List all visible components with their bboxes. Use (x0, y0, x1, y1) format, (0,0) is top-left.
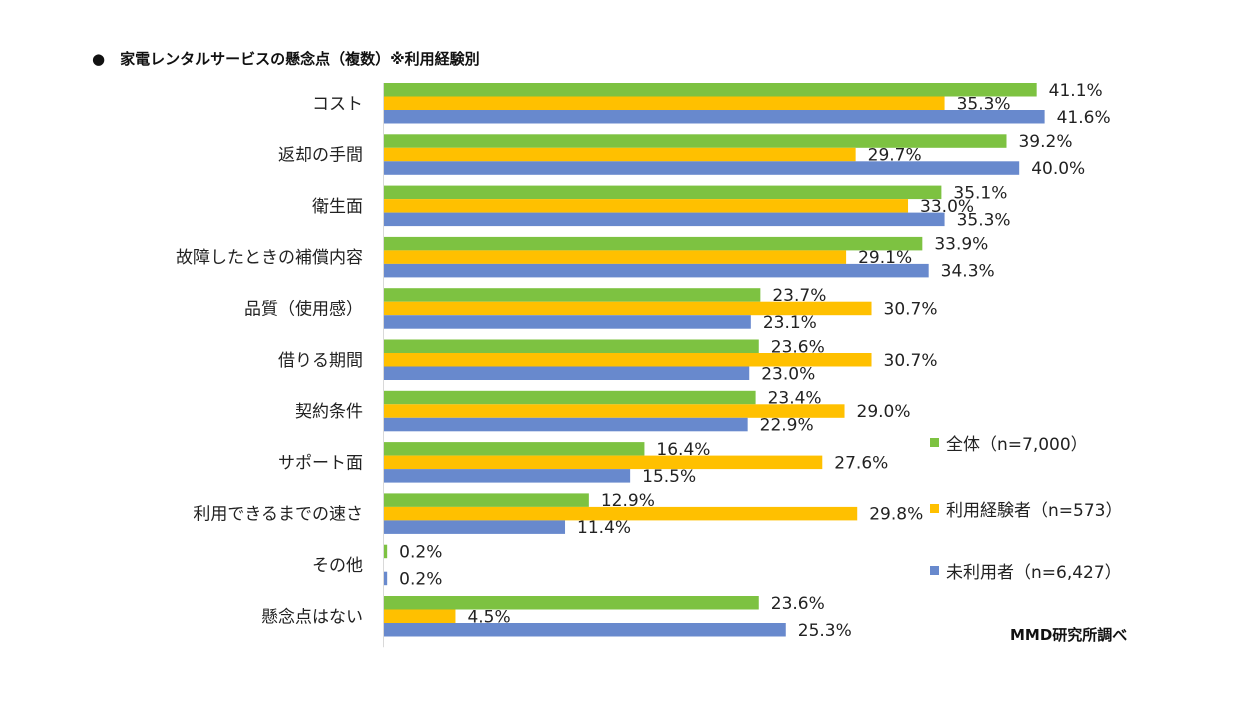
data-label: 34.3% (941, 262, 995, 282)
bar (384, 301, 872, 316)
data-label: 16.4% (656, 440, 710, 460)
data-label: 23.7% (772, 286, 826, 306)
data-label: 33.0% (920, 197, 974, 217)
category-label: コスト (312, 94, 363, 114)
category-label: 品質（使用感） (244, 298, 363, 319)
data-label: 41.6% (1057, 108, 1111, 128)
bar (384, 544, 388, 559)
data-label: 23.4% (768, 389, 822, 409)
data-label: 0.2% (399, 542, 442, 562)
source-credit: MMD研究所調べ (1010, 626, 1128, 644)
chart-title: ● 家電レンタルサービスの懸念点（複数）※利用経験別 (92, 50, 480, 68)
legend-label-experienced: 利用経験者（n=573） (946, 501, 1123, 521)
data-label: 22.9% (760, 416, 814, 436)
bar (384, 455, 823, 470)
legend-swatch-experienced (930, 504, 939, 513)
bar (384, 288, 761, 302)
bar (384, 161, 1020, 175)
bar (384, 250, 847, 264)
bar (384, 390, 756, 405)
data-label: 35.3% (957, 210, 1011, 230)
bar (384, 185, 942, 200)
data-label: 23.0% (761, 364, 815, 384)
data-label: 35.3% (957, 94, 1011, 114)
bar (384, 520, 566, 534)
data-label: 23.1% (763, 313, 817, 333)
bar (384, 263, 929, 278)
data-label: 30.7% (884, 299, 938, 319)
bar (384, 339, 759, 353)
data-label: 25.3% (798, 621, 852, 641)
data-label: 29.0% (857, 402, 911, 422)
bar (384, 623, 786, 637)
bar (384, 366, 750, 380)
data-label: 15.5% (642, 467, 696, 487)
data-label: 12.9% (601, 491, 655, 511)
bar (384, 469, 631, 483)
category-label: 返却の手間 (278, 146, 363, 166)
bar (384, 506, 858, 521)
data-label: 40.0% (1031, 159, 1085, 179)
category-label: 故障したときの補償内容 (176, 248, 363, 268)
legend-label-all: 全体（n=7,000） (946, 435, 1088, 455)
bar (384, 493, 589, 507)
data-label: 39.2% (1018, 132, 1072, 152)
data-label: 30.7% (884, 351, 938, 371)
data-label: 4.5% (467, 607, 510, 627)
data-label: 0.2% (399, 569, 442, 589)
bar (384, 442, 645, 456)
category-label: サポート面 (278, 453, 363, 473)
category-label: その他 (312, 556, 363, 576)
bar (384, 353, 872, 367)
data-label: 33.9% (934, 235, 988, 255)
bar (384, 596, 759, 610)
bar (384, 147, 856, 162)
bar (384, 96, 945, 110)
category-label: 契約条件 (295, 402, 363, 422)
legend-label-non-users: 未利用者（n=6,427） (946, 563, 1122, 583)
bar (384, 134, 1007, 148)
bar (384, 212, 945, 227)
data-label: 23.6% (771, 337, 825, 357)
data-label: 27.6% (834, 453, 888, 473)
bar (384, 199, 909, 213)
bar (384, 417, 748, 432)
data-label: 11.4% (577, 518, 631, 538)
data-label: 41.1% (1049, 81, 1103, 101)
bar (384, 609, 456, 623)
category-label: 借りる期間 (278, 351, 363, 371)
data-label: 29.8% (869, 505, 923, 525)
bar (384, 83, 1037, 97)
category-label: 衛生面 (312, 197, 363, 217)
data-label: 29.7% (868, 146, 922, 166)
bar (384, 571, 388, 586)
category-label: 懸念点はない (261, 606, 363, 627)
bar (384, 315, 751, 329)
data-label: 35.1% (953, 183, 1007, 203)
bar (384, 236, 923, 251)
bar (384, 110, 1045, 124)
data-label: 29.1% (858, 248, 912, 268)
legend-swatch-non-users (930, 566, 939, 575)
bar (384, 404, 845, 418)
data-label: 23.6% (771, 594, 825, 614)
legend-swatch-all (930, 438, 939, 447)
category-label: 利用できるまでの速さ (193, 505, 363, 525)
